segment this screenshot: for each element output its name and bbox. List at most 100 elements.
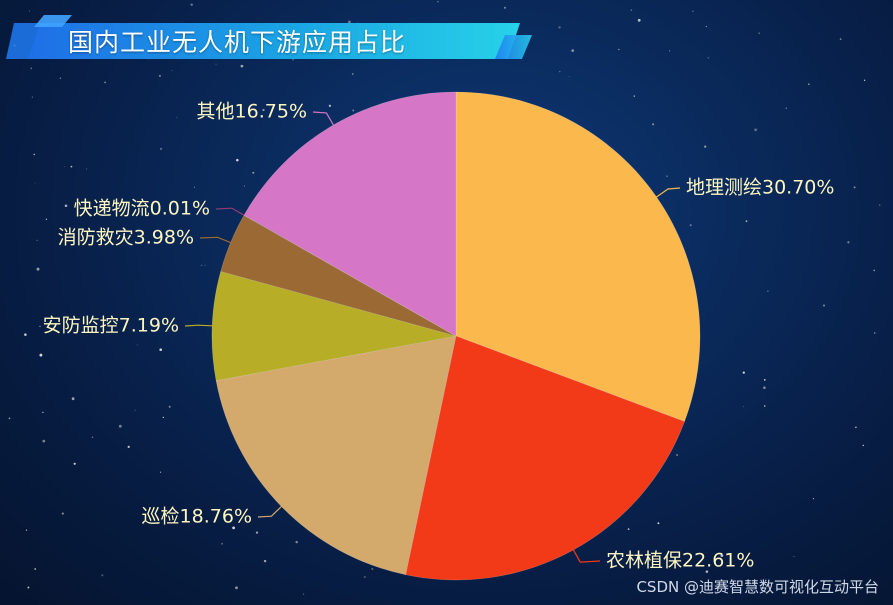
page-title: 国内工业无人机下游应用占比 [68,28,407,57]
star [45,218,48,220]
star [618,48,620,51]
star [793,556,795,557]
star [754,128,758,132]
star [33,153,36,156]
star [204,264,206,266]
star [28,10,30,12]
star [348,20,351,24]
star [101,574,104,577]
slice-label: 安防监控7.19% [43,315,179,337]
star [705,26,707,28]
star [136,344,138,346]
pie-slice[interactable] [405,335,685,581]
star [873,269,876,272]
star [59,77,62,79]
star [134,409,136,411]
star [767,290,769,292]
star [571,49,574,52]
star [243,185,245,187]
star [104,81,107,84]
star [853,186,856,189]
star [232,526,235,530]
star [873,332,876,334]
leader-line [215,207,245,216]
pie-slice[interactable] [211,271,457,382]
star [194,186,196,188]
star [351,73,354,75]
banner-stripe [34,15,72,27]
star [221,542,224,545]
star [689,224,692,227]
star [328,104,332,108]
star [559,71,561,73]
star [763,405,766,407]
star [855,426,857,429]
title-banner [6,15,532,59]
star [862,444,865,447]
star [822,304,826,307]
leader-line [656,187,681,198]
star [235,586,238,590]
star [839,38,842,40]
slice-label: 农林植保22.61% [606,550,754,572]
star [292,58,294,61]
star [879,204,881,206]
pie-slice[interactable] [215,335,457,576]
star [73,462,76,465]
star [190,3,193,6]
star [763,379,766,381]
star [91,436,94,439]
star [118,424,122,428]
banner-body [28,23,520,59]
pie-slice[interactable] [243,91,457,337]
star [61,512,64,515]
star [171,69,173,71]
star [812,498,814,500]
slice-label: 地理测绘30.70% [686,177,834,199]
star [295,540,298,544]
star [630,9,633,11]
star [34,182,36,184]
star [27,586,30,589]
slice-label: 巡检18.76% [142,506,252,528]
star [162,416,164,419]
star [42,439,46,443]
star [255,531,259,534]
leader-line [257,506,282,518]
star [64,204,68,208]
star [34,568,37,570]
star [714,591,717,594]
star [127,445,130,449]
star [758,32,760,34]
slice-label: 消防救灾3.98% [58,227,194,249]
star [704,145,707,148]
star [657,522,660,525]
star [39,325,41,328]
star [676,454,678,456]
star [568,76,570,78]
star [86,168,88,170]
star [24,333,27,336]
star [39,353,43,357]
star [785,107,787,109]
star [160,471,162,473]
leader-line [312,111,334,126]
star [763,386,766,390]
star [236,158,239,162]
star [503,6,507,9]
star [437,0,439,3]
pie-slice[interactable] [455,91,701,422]
pie-slice[interactable] [220,214,457,337]
star [168,405,171,408]
watermark: CSDN @迪赛智慧数可视化互动平台 [636,578,879,596]
star [176,116,178,118]
star [860,588,862,590]
star [558,26,561,29]
star [707,56,710,59]
star [637,18,641,22]
slice-label: 快递物流0.01% [74,198,210,220]
star [363,575,366,579]
star [42,411,44,414]
star [158,74,161,77]
